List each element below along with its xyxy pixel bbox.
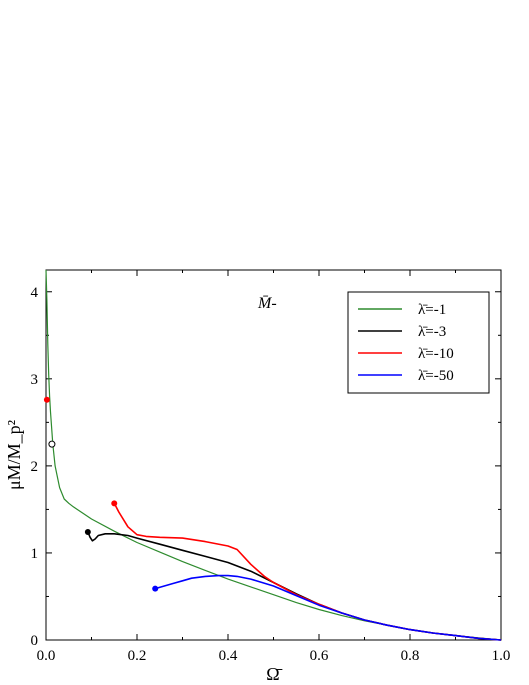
series-marker: [111, 500, 118, 507]
series-marker: [48, 440, 56, 448]
legend-label: λ̄=-10: [418, 346, 454, 362]
x-tick-label: 0.8: [401, 648, 420, 664]
y-axis-label: μM/M_p²: [4, 420, 24, 490]
x-tick-label: 1.0: [492, 648, 511, 664]
tick-labels: 0.0 0.2 0.4 0.6 0.8 1.0 0 1 2 3 4: [31, 285, 511, 664]
y-tick-label: 2: [31, 459, 39, 475]
series-marker: [43, 396, 50, 403]
y-tick-label: 0: [31, 633, 39, 649]
y-tick-label: 3: [31, 372, 39, 388]
series-lines: [45, 269, 502, 641]
legend-label: λ̄=-1: [418, 302, 446, 318]
y-tick-label: 4: [31, 285, 39, 301]
series-marker: [152, 585, 159, 592]
x-axis-label: Ω̄: [266, 664, 282, 684]
legend-items: λ̄=-1 λ̄=-3 λ̄=-10 λ̄=-50: [358, 302, 454, 384]
x-tick-label: 0.0: [37, 648, 56, 664]
legend: λ̄=-1 λ̄=-3 λ̄=-10 λ̄=-50: [347, 291, 490, 394]
y-tick-label: 1: [31, 546, 39, 562]
x-tick-label: 0.6: [310, 648, 329, 664]
plot-annotation: M̄-: [257, 295, 277, 312]
series-line-3: [113, 502, 502, 641]
legend-label: λ̄=-50: [418, 368, 454, 384]
x-tick-label: 0.2: [128, 648, 147, 664]
legend-label: λ̄=-3: [418, 324, 446, 340]
series-line-4: [154, 574, 502, 641]
series-marker: [84, 529, 91, 536]
x-tick-label: 0.4: [219, 648, 238, 664]
series-markers: [43, 396, 159, 592]
